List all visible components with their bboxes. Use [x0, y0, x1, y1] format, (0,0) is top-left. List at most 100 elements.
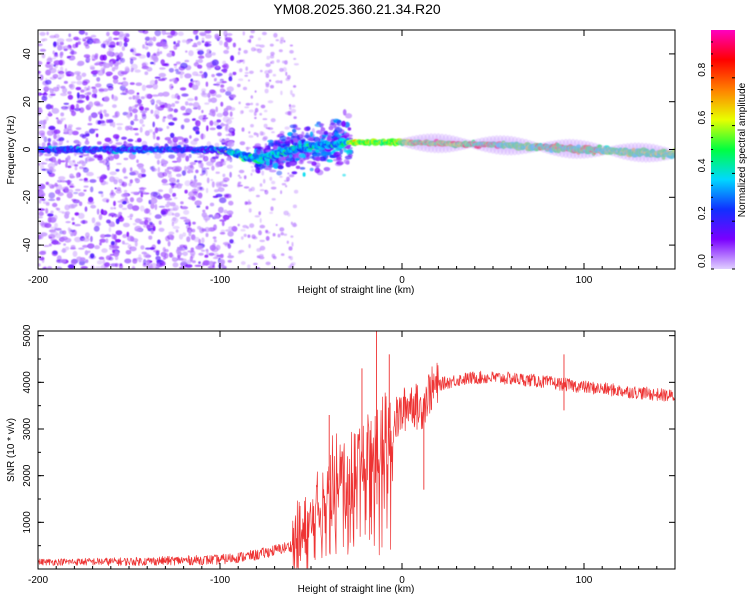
spectrogram-cell — [150, 61, 155, 65]
spectrogram-cell — [74, 107, 81, 112]
y-tick-label: 1000 — [22, 511, 33, 534]
spectrogram-cell — [289, 256, 293, 261]
y-tick-label: 3000 — [22, 417, 33, 440]
spectrogram-cell — [196, 41, 202, 46]
spectrogram-cell — [167, 114, 174, 120]
spectrogram-cell — [125, 250, 132, 255]
spectrogram-cell — [75, 74, 82, 81]
spectrogram-cell — [119, 34, 126, 37]
spectrogram-cell — [75, 86, 82, 91]
spectrogram-cell — [207, 92, 211, 99]
spectrogram-cell — [245, 102, 251, 106]
spectrogram-cell — [177, 95, 181, 100]
spectrogram-cell — [246, 146, 249, 151]
spectrogram-cell — [106, 31, 110, 37]
spectrogram-cell — [193, 236, 200, 243]
spectrogram-cell — [255, 102, 259, 106]
spectrogram-cell — [289, 106, 292, 111]
spectrogram-cell — [194, 264, 202, 267]
spectrogram-cell — [250, 95, 253, 99]
spectrogram-cell — [152, 121, 155, 128]
spectrogram-cell — [306, 137, 315, 141]
spectrogram-cell — [53, 60, 61, 66]
spectrogram-cell — [44, 94, 47, 98]
spectrogram-cell — [293, 116, 297, 119]
spectrogram-cell — [109, 171, 117, 176]
x-tick-label: -100 — [210, 575, 230, 586]
spectrogram-cell — [177, 71, 185, 75]
spectrogram-cell — [82, 220, 86, 224]
spectrogram-cell — [201, 237, 205, 244]
spectrogram-cell — [127, 215, 133, 218]
spectrogram-cell — [129, 82, 135, 85]
spectrogram-cell — [243, 233, 247, 237]
spectrogram-cell — [205, 205, 209, 210]
spectrogram-cell — [117, 36, 125, 40]
spectrogram-cell — [191, 80, 195, 83]
spectrogram-cell — [67, 264, 75, 269]
spectrogram-cell — [216, 125, 223, 130]
spectrogram-cell — [270, 85, 274, 89]
spectrogram-cell — [177, 40, 181, 44]
spectrogram-cell — [123, 157, 129, 161]
spectrogram-cell — [292, 204, 297, 209]
spectrogram-cell — [168, 68, 174, 73]
spectrogram-cell — [328, 126, 334, 131]
spectrogram-cell — [176, 136, 184, 140]
spectrogram-cell — [248, 244, 251, 249]
spectrogram-cell — [144, 247, 152, 250]
spectrogram-cell — [154, 76, 161, 79]
spectrogram-cell — [188, 196, 195, 200]
spectrogram-cell — [224, 34, 228, 41]
spectrogram-cell — [42, 198, 46, 202]
colorbar: 0.0 0.2 0.4 0.6 0.8 Normalized spectral ampl… — [697, 30, 748, 270]
spectrogram-cell — [142, 44, 145, 49]
spectrogram-cell — [168, 231, 175, 235]
spectrogram-cell — [195, 74, 203, 77]
x-tick-label: 100 — [576, 275, 593, 286]
spectrogram-cell — [136, 103, 144, 107]
spectrogram-cell — [188, 50, 194, 57]
spectrogram-cell — [211, 165, 215, 171]
spectrogram-cell — [192, 221, 196, 225]
spectrogram-cell — [45, 103, 52, 110]
spectrogram-cell — [122, 234, 128, 239]
spectrogram-cell — [132, 51, 137, 56]
spectrogram-cell — [65, 156, 71, 163]
spectrogram-cell — [129, 179, 133, 184]
spectrogram-cell — [187, 250, 195, 253]
spectrogram-cell — [87, 123, 93, 126]
spectrogram-cell — [164, 168, 170, 173]
spectrogram-cell — [265, 229, 269, 233]
spectrogram-cell — [318, 123, 325, 126]
spectrogram-cell — [38, 125, 43, 129]
spectrogram-cell — [39, 251, 47, 255]
spectrogram-cell — [219, 78, 224, 82]
spectrogram-cell — [159, 128, 163, 132]
spectrogram-cell — [53, 129, 61, 135]
spectrogram-cell — [104, 262, 110, 267]
spectrogram-cell — [48, 192, 56, 199]
spectrogram-cell — [226, 157, 231, 162]
spectrogram-cell — [241, 127, 245, 132]
spectrogram-cell — [279, 39, 284, 44]
spectrogram-cell — [85, 96, 89, 100]
spectrogram-cell — [126, 231, 130, 237]
spectrogram-cell — [123, 37, 130, 43]
spectrogram-cell — [72, 250, 78, 257]
spectrogram-cell — [237, 174, 241, 177]
spectrogram-cell — [46, 61, 51, 65]
spectrogram-cell — [108, 44, 116, 48]
spectrogram-cell — [124, 32, 130, 37]
spectrogram-cell — [129, 167, 133, 172]
spectrogram-cell — [108, 226, 112, 233]
spectrogram-cell — [43, 245, 50, 247]
spectrogram-cell — [154, 109, 160, 116]
spectrogram-cell — [51, 184, 59, 188]
spectrogram-cell — [179, 74, 183, 79]
spectrogram-cell — [276, 59, 280, 63]
spectrogram-cell — [229, 171, 232, 178]
spectrogram-cell — [227, 231, 234, 237]
spectrogram-cell — [288, 104, 292, 108]
